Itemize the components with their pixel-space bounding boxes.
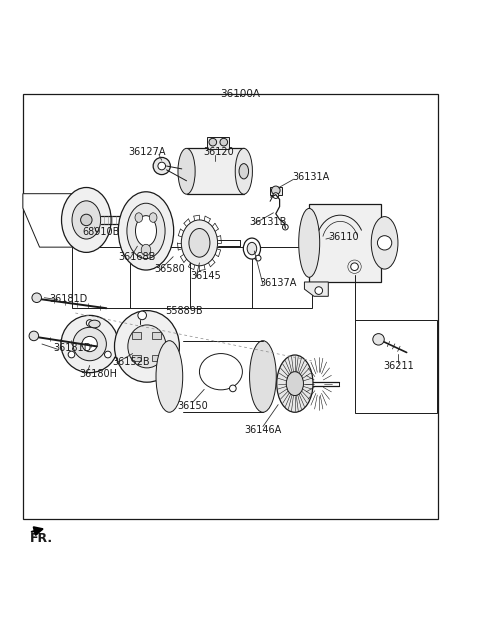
Ellipse shape xyxy=(235,148,252,194)
Text: 36120: 36120 xyxy=(203,146,234,156)
Circle shape xyxy=(377,236,392,250)
Bar xyxy=(72,247,312,308)
Bar xyxy=(206,137,228,150)
Circle shape xyxy=(86,320,93,326)
Circle shape xyxy=(29,331,38,341)
Ellipse shape xyxy=(243,238,261,259)
Bar xyxy=(169,341,263,413)
Text: 36127A: 36127A xyxy=(128,146,166,156)
Bar xyxy=(270,187,282,195)
Circle shape xyxy=(273,193,279,198)
Ellipse shape xyxy=(239,163,249,179)
Ellipse shape xyxy=(135,215,156,246)
Circle shape xyxy=(138,311,146,320)
Ellipse shape xyxy=(178,148,195,194)
Ellipse shape xyxy=(135,213,143,222)
Text: 36137A: 36137A xyxy=(259,279,297,289)
Ellipse shape xyxy=(158,162,166,170)
Text: FR.: FR. xyxy=(30,531,53,545)
Circle shape xyxy=(272,186,280,195)
Ellipse shape xyxy=(247,242,257,255)
Ellipse shape xyxy=(128,325,166,368)
Bar xyxy=(23,95,438,519)
Ellipse shape xyxy=(72,201,101,239)
Bar xyxy=(356,320,437,413)
Polygon shape xyxy=(381,235,390,250)
Circle shape xyxy=(229,385,236,392)
Text: 36181D: 36181D xyxy=(49,294,87,304)
Ellipse shape xyxy=(141,244,151,256)
Circle shape xyxy=(220,138,228,146)
Circle shape xyxy=(81,214,92,225)
Ellipse shape xyxy=(61,188,111,252)
Circle shape xyxy=(351,263,359,270)
Ellipse shape xyxy=(199,354,242,390)
Text: 36131A: 36131A xyxy=(292,172,330,182)
Circle shape xyxy=(373,334,384,345)
Ellipse shape xyxy=(153,157,170,175)
Ellipse shape xyxy=(61,316,118,372)
Circle shape xyxy=(32,293,41,302)
Bar xyxy=(187,148,244,194)
Circle shape xyxy=(315,287,323,294)
Ellipse shape xyxy=(89,320,100,328)
Text: 68910B: 68910B xyxy=(83,227,120,237)
Ellipse shape xyxy=(299,208,320,277)
Text: 36150: 36150 xyxy=(177,401,208,411)
Text: 36145: 36145 xyxy=(190,271,221,281)
Text: 36146A: 36146A xyxy=(244,425,282,435)
Bar xyxy=(309,203,381,282)
Text: 55889B: 55889B xyxy=(165,306,203,316)
Text: 36211: 36211 xyxy=(383,361,414,371)
Ellipse shape xyxy=(250,341,276,413)
Ellipse shape xyxy=(73,327,107,361)
Text: 36580: 36580 xyxy=(154,264,185,274)
Bar xyxy=(132,355,141,361)
Circle shape xyxy=(282,224,288,230)
Bar xyxy=(152,332,161,339)
Circle shape xyxy=(255,255,261,261)
Ellipse shape xyxy=(277,355,313,413)
Text: 36181D: 36181D xyxy=(53,343,91,353)
Bar xyxy=(152,355,161,361)
Circle shape xyxy=(209,138,216,146)
Circle shape xyxy=(68,351,75,358)
Ellipse shape xyxy=(156,341,183,413)
Ellipse shape xyxy=(149,213,157,222)
Text: 36100A: 36100A xyxy=(220,90,260,100)
Ellipse shape xyxy=(127,203,165,259)
Ellipse shape xyxy=(115,310,180,382)
Ellipse shape xyxy=(134,208,151,232)
Text: 36168B: 36168B xyxy=(118,252,156,262)
Circle shape xyxy=(105,351,111,358)
Text: 36131B: 36131B xyxy=(250,217,287,227)
Ellipse shape xyxy=(189,228,210,257)
Text: 36152B: 36152B xyxy=(112,357,150,367)
Text: 36180H: 36180H xyxy=(80,369,118,379)
Polygon shape xyxy=(23,193,72,247)
Ellipse shape xyxy=(82,336,97,352)
Ellipse shape xyxy=(286,372,303,396)
Ellipse shape xyxy=(304,356,333,411)
Ellipse shape xyxy=(118,192,174,270)
Polygon shape xyxy=(304,282,328,296)
Bar xyxy=(132,332,141,339)
Ellipse shape xyxy=(371,217,398,269)
Text: 36110: 36110 xyxy=(328,232,359,242)
Ellipse shape xyxy=(181,220,217,266)
